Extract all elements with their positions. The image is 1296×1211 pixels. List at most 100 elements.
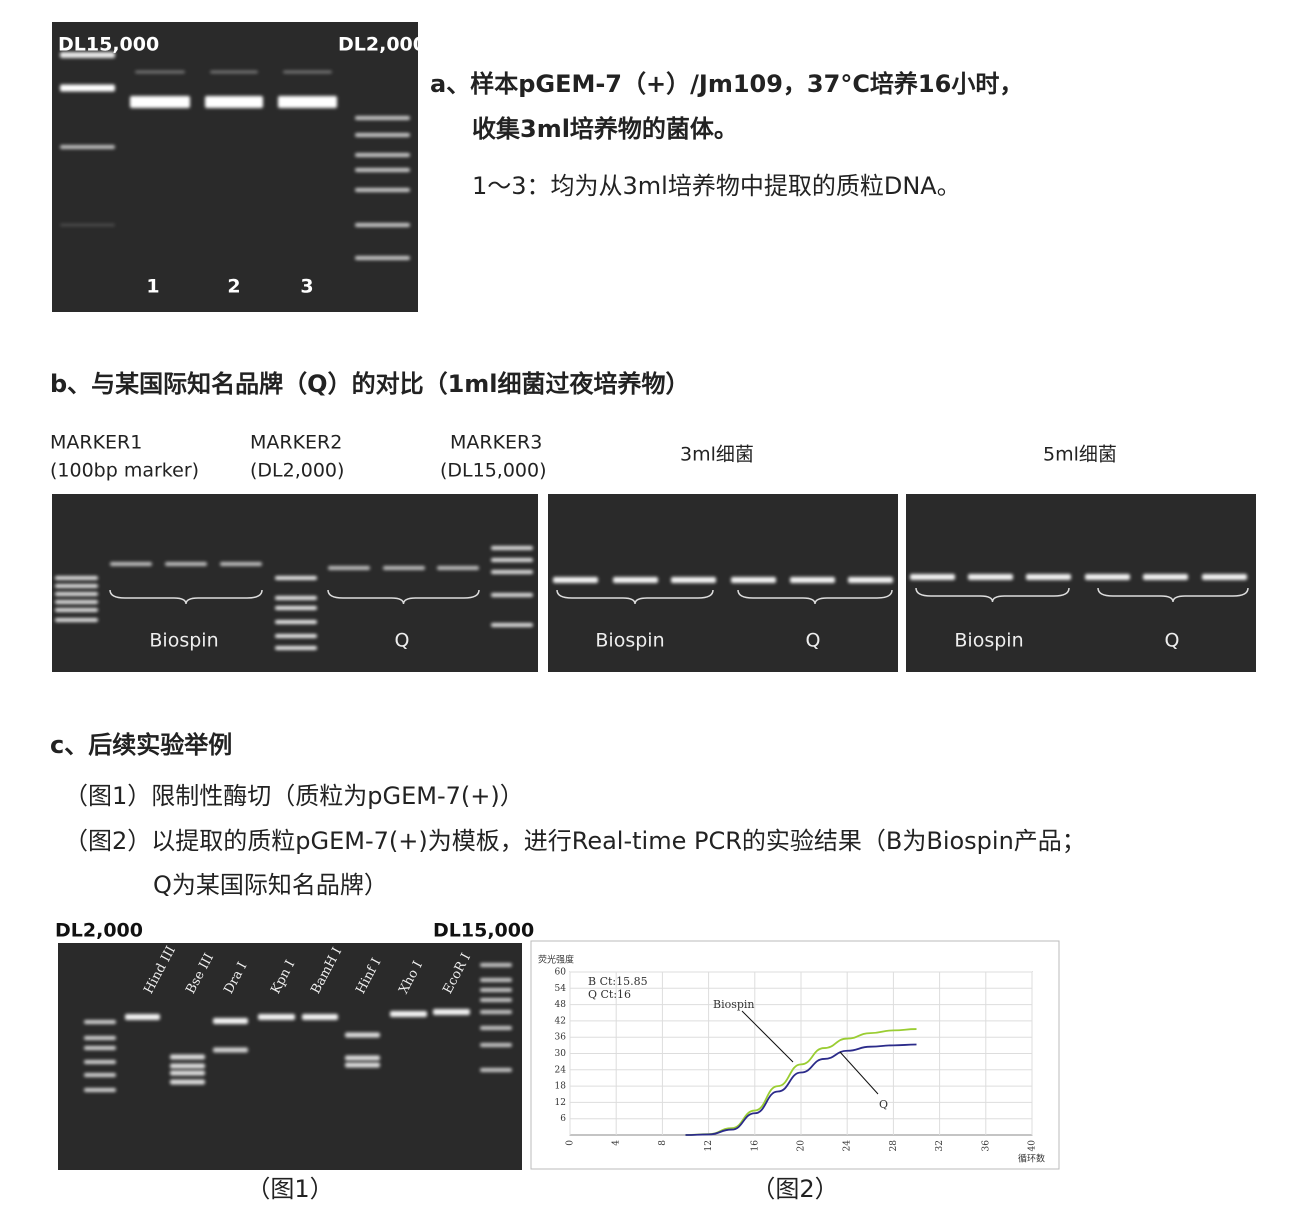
label: Q xyxy=(806,630,821,652)
gel-band xyxy=(205,96,263,108)
gel-band xyxy=(480,1010,512,1014)
gel-band xyxy=(275,576,317,580)
gel-band xyxy=(213,1018,248,1024)
gel-band xyxy=(275,646,317,650)
label: DL2,000 xyxy=(55,920,143,942)
gel-band xyxy=(60,52,115,58)
gel-band xyxy=(55,618,98,622)
gel-band xyxy=(84,1020,116,1024)
caption: （图2） xyxy=(751,1175,838,1203)
gel-band xyxy=(84,1060,116,1064)
label: Biospin xyxy=(595,630,664,652)
gel-band xyxy=(84,1088,116,1092)
gel-band xyxy=(275,634,317,638)
x-axis-title: 循环数 xyxy=(1018,1153,1045,1165)
series-line xyxy=(685,1028,917,1136)
gel-band xyxy=(355,153,410,157)
text: 1～3：均为从3ml培养物中提取的质粒DNA。 xyxy=(472,172,961,200)
label: 3 xyxy=(300,276,313,298)
gel-band xyxy=(55,592,98,596)
gel-image xyxy=(548,494,898,672)
x-tick-label: 4 xyxy=(612,1140,622,1146)
gel-band xyxy=(60,84,115,92)
gel-band xyxy=(135,70,185,74)
series-line xyxy=(685,1043,917,1136)
gel-band xyxy=(613,577,658,583)
gel-band xyxy=(84,1073,116,1077)
gel-band xyxy=(278,96,337,108)
gel-band xyxy=(213,1047,248,1053)
gel-image xyxy=(906,494,1256,672)
brace xyxy=(556,589,714,605)
label: DL2,000 xyxy=(338,34,426,56)
gel-band xyxy=(491,623,533,627)
gel-band xyxy=(55,608,98,612)
gel-band xyxy=(170,1063,205,1069)
y-tick-label: 24 xyxy=(555,1065,567,1075)
y-tick-label: 60 xyxy=(555,968,567,978)
gel-band xyxy=(390,1011,427,1017)
label: Biospin xyxy=(149,630,218,652)
gel-image xyxy=(52,494,538,672)
series-label: Biospin xyxy=(713,998,755,1011)
label: 1 xyxy=(146,276,159,298)
label: (DL2,000) xyxy=(250,460,344,482)
gel-band xyxy=(491,593,533,597)
gel-band xyxy=(1085,574,1130,580)
gel-band xyxy=(910,574,955,580)
x-tick-label: 12 xyxy=(704,1140,714,1151)
gel-band xyxy=(731,577,776,583)
gel-band xyxy=(283,70,332,74)
x-tick-label: 16 xyxy=(750,1140,760,1152)
gel-band xyxy=(110,562,152,566)
gel-band xyxy=(60,223,115,227)
text: Q为某国际知名品牌） xyxy=(153,871,388,899)
brace xyxy=(737,589,893,605)
y-axis-title: 荧光强度 xyxy=(538,954,574,966)
gel-band xyxy=(480,1068,512,1072)
label: MARKER1 xyxy=(50,432,142,454)
gel-band xyxy=(491,558,533,562)
brace xyxy=(109,589,263,605)
gel-band xyxy=(170,1054,205,1060)
gel-band xyxy=(125,1014,160,1020)
gel-band xyxy=(480,963,512,967)
y-tick-label: 30 xyxy=(555,1049,567,1059)
label: Q xyxy=(1165,630,1180,652)
gel-band xyxy=(433,1009,470,1015)
series-label: Q xyxy=(879,1098,888,1111)
gel-band xyxy=(210,70,258,74)
gel-band xyxy=(480,1026,512,1030)
brace xyxy=(1097,587,1249,603)
brace xyxy=(915,587,1070,603)
gel-band xyxy=(275,606,317,610)
label: 2 xyxy=(227,276,240,298)
gel-band xyxy=(220,562,262,566)
y-tick-label: 18 xyxy=(555,1082,567,1092)
gel-band xyxy=(355,133,410,137)
label: Q xyxy=(395,630,410,652)
gel-band xyxy=(480,1043,512,1047)
y-tick-label: 48 xyxy=(555,1000,567,1010)
y-tick-label: 6 xyxy=(560,1114,566,1124)
y-tick-label: 42 xyxy=(555,1016,566,1026)
text: （图1）限制性酶切（质粒为pGEM-7(+)） xyxy=(64,782,524,810)
x-tick-label: 36 xyxy=(981,1140,991,1152)
x-tick-label: 24 xyxy=(843,1140,853,1152)
gel-band xyxy=(383,566,425,570)
gel-band xyxy=(968,574,1013,580)
label: 3ml细菌 xyxy=(680,444,754,466)
label: 5ml细菌 xyxy=(1043,444,1117,466)
gel-band xyxy=(480,978,512,982)
label: MARKER2 xyxy=(250,432,342,454)
gel-band xyxy=(345,1055,380,1061)
x-tick-label: 8 xyxy=(658,1140,668,1146)
gel-band xyxy=(848,577,893,583)
label: Biospin xyxy=(954,630,1023,652)
x-tick-label: 20 xyxy=(797,1140,807,1152)
label: (100bp marker) xyxy=(50,460,199,482)
label: DL15,000 xyxy=(58,34,159,56)
y-tick-label: 12 xyxy=(555,1098,566,1108)
text: 收集3ml培养物的菌体。 xyxy=(472,115,738,143)
